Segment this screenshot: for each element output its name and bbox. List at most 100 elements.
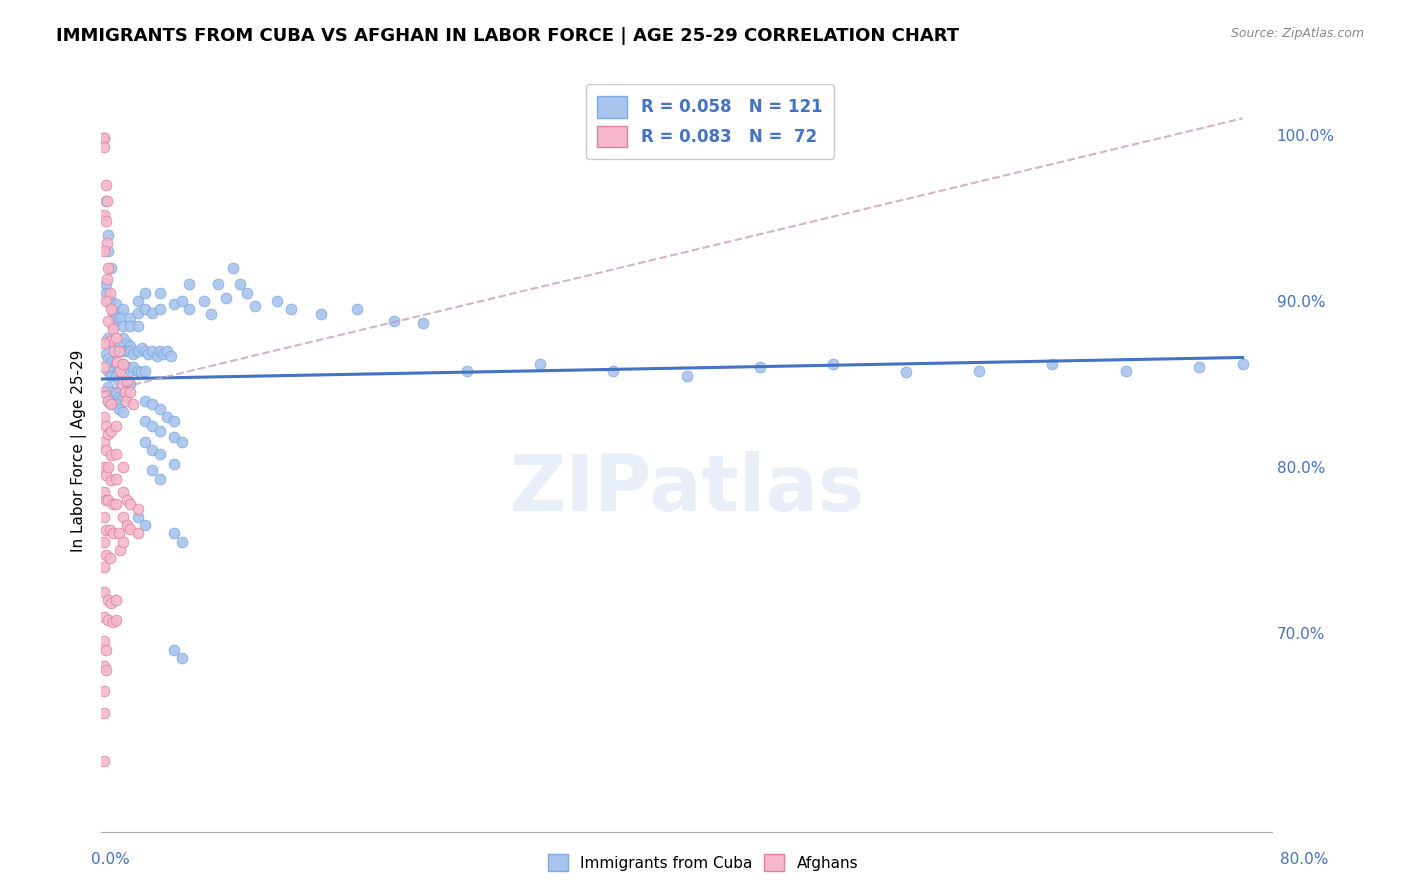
Point — [163, 526, 186, 541]
Point — [117, 374, 139, 388]
Point — [214, 291, 236, 305]
Point — [134, 302, 156, 317]
Point — [177, 277, 200, 292]
Point — [149, 447, 172, 461]
Point — [149, 302, 172, 317]
Point — [117, 518, 139, 533]
Point — [100, 260, 122, 275]
Point — [117, 360, 139, 375]
Point — [120, 318, 142, 333]
Point — [266, 293, 288, 308]
Point — [1188, 360, 1211, 375]
Point — [98, 551, 121, 566]
Point — [101, 305, 124, 319]
Point — [93, 410, 115, 425]
Point — [97, 260, 120, 275]
Point — [94, 468, 117, 483]
Point — [229, 277, 252, 292]
Point — [93, 139, 115, 153]
Point — [122, 347, 145, 361]
Point — [93, 584, 115, 599]
Point — [94, 418, 117, 433]
Point — [107, 360, 129, 375]
Point — [100, 368, 122, 383]
Point — [93, 385, 115, 400]
Point — [104, 497, 127, 511]
Point — [131, 341, 153, 355]
Point — [94, 642, 117, 657]
Point — [97, 593, 120, 607]
Point — [97, 493, 120, 508]
Point — [97, 227, 120, 242]
Point — [141, 397, 163, 411]
Point — [112, 357, 135, 371]
Point — [93, 360, 115, 375]
Text: IMMIGRANTS FROM CUBA VS AFGHAN IN LABOR FORCE | AGE 25-29 CORRELATION CHART: IMMIGRANTS FROM CUBA VS AFGHAN IN LABOR … — [56, 27, 959, 45]
Point — [134, 413, 156, 427]
Point — [149, 285, 172, 300]
Point — [122, 397, 145, 411]
Point — [97, 393, 120, 408]
Point — [1232, 357, 1254, 371]
Point — [100, 596, 122, 610]
Point — [120, 339, 142, 353]
Point — [104, 341, 127, 355]
Point — [94, 523, 117, 537]
Point — [122, 360, 145, 375]
Point — [94, 293, 117, 308]
Point — [120, 521, 142, 535]
Point — [104, 447, 127, 461]
Point — [112, 374, 135, 388]
Point — [97, 352, 120, 367]
Point — [100, 474, 122, 488]
Point — [309, 307, 332, 321]
Point — [108, 310, 131, 325]
Point — [1115, 364, 1137, 378]
Point — [100, 385, 122, 400]
Point — [200, 307, 222, 321]
Point — [100, 335, 122, 350]
Point — [134, 518, 156, 533]
Legend: R = 0.058   N = 121, R = 0.083   N =  72: R = 0.058 N = 121, R = 0.083 N = 72 — [586, 85, 834, 159]
Point — [104, 397, 127, 411]
Point — [127, 318, 149, 333]
Point — [127, 501, 149, 516]
Point — [163, 430, 186, 444]
Point — [127, 526, 149, 541]
Point — [97, 293, 120, 308]
Point — [894, 366, 917, 380]
Point — [98, 285, 121, 300]
Point — [107, 526, 129, 541]
Point — [127, 293, 149, 308]
Point — [170, 293, 193, 308]
Point — [115, 393, 138, 408]
Point — [160, 349, 183, 363]
Point — [101, 526, 124, 541]
Point — [141, 418, 163, 433]
Point — [1040, 357, 1063, 371]
Point — [149, 424, 172, 438]
Point — [94, 214, 117, 228]
Point — [101, 322, 124, 336]
Point — [149, 343, 172, 358]
Point — [96, 272, 118, 286]
Point — [112, 509, 135, 524]
Point — [110, 377, 132, 392]
Point — [170, 534, 193, 549]
Point — [112, 343, 135, 358]
Point — [149, 472, 172, 486]
Point — [602, 364, 624, 378]
Point — [93, 559, 115, 574]
Point — [456, 364, 478, 378]
Point — [107, 401, 129, 416]
Point — [93, 131, 115, 145]
Point — [156, 410, 179, 425]
Point — [112, 357, 135, 371]
Point — [675, 368, 697, 383]
Point — [120, 385, 142, 400]
Point — [141, 443, 163, 458]
Point — [136, 347, 159, 361]
Point — [93, 131, 115, 145]
Point — [104, 297, 127, 311]
Point — [97, 426, 120, 441]
